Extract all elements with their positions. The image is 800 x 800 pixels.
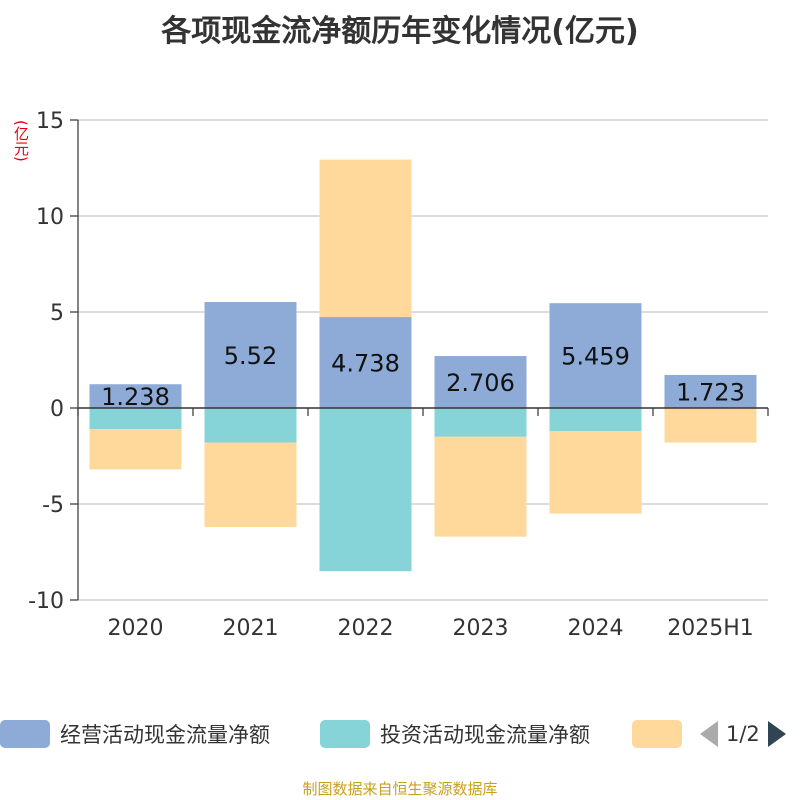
x-tick-label: 2024 [568, 616, 624, 641]
x-tick-label: 2022 [338, 616, 394, 641]
y-tick-label: -10 [28, 589, 64, 614]
x-tick-label: 2021 [223, 616, 279, 641]
legend-label-operating: 经营活动现金流量净额 [60, 723, 270, 747]
chart-title: 各项现金流净额历年变化情况(亿元) [161, 14, 639, 49]
bar-2023-series-1 [434, 408, 527, 437]
legend-page-label: 1/2 [726, 722, 760, 746]
legend: 经营活动现金流量净额 投资活动现金流量净额 1/2 [0, 716, 800, 756]
legend-label-investing: 投资活动现金流量净额 [380, 723, 590, 747]
legend-item-investing[interactable]: 投资活动现金流量净额 [320, 716, 590, 752]
bar-2023-series-0 [434, 356, 527, 408]
bar-2024-series-1 [549, 408, 642, 432]
data-label: 4.738 [331, 350, 400, 378]
bar-2020-series-1 [89, 408, 182, 430]
bar-2025H1-series-2 [664, 408, 757, 443]
legend-item-operating[interactable]: 经营活动现金流量净额 [0, 716, 270, 752]
data-source-note: 制图数据来自恒生聚源数据库 [302, 780, 498, 798]
bar-2024-series-2 [549, 431, 642, 514]
data-label: 2.706 [446, 369, 515, 397]
data-label: 5.459 [561, 343, 630, 371]
x-tick-label: 2020 [108, 616, 164, 641]
bar-2023-series-2 [434, 436, 527, 537]
legend-swatch-third [632, 720, 682, 748]
y-tick-label: 15 [36, 109, 64, 134]
legend-item-third[interactable] [632, 716, 682, 752]
bar-2021-series-1 [204, 408, 297, 443]
next-page-arrow-icon[interactable] [767, 721, 786, 747]
legend-swatch-operating [0, 720, 50, 748]
y-axis-unit: (亿元) [12, 120, 30, 162]
bar-2022-series-0 [319, 317, 412, 408]
bar-chart: -10 -5 0 5 10 15 1.238 5.52 4.738 2.706 5.459 1.723… [28, 109, 769, 641]
y-tick-label: -5 [42, 493, 64, 518]
bar-2020-series-0 [89, 384, 182, 408]
data-label: 1.238 [101, 383, 170, 411]
legend-pager: 1/2 [700, 716, 786, 752]
data-label: 1.723 [676, 378, 745, 406]
x-tick-label: 2023 [453, 616, 509, 641]
bar-2022-series-1 [319, 408, 412, 572]
y-tick-label: 0 [50, 397, 64, 422]
y-tick-label: 10 [36, 205, 64, 230]
x-tick-label: 2025H1 [667, 616, 754, 641]
bar-2025H1-series-0 [664, 374, 757, 408]
prev-page-arrow-icon[interactable] [700, 721, 718, 747]
data-label: 5.52 [224, 342, 277, 370]
legend-swatch-investing [320, 720, 370, 748]
y-tick-label: 5 [50, 301, 64, 326]
bar-2021-series-2 [204, 442, 297, 528]
bar-2024-series-0 [549, 303, 642, 408]
bar-2021-series-0 [204, 302, 297, 408]
bar-2020-series-2 [89, 429, 182, 470]
bar-2022-series-2 [319, 159, 412, 318]
